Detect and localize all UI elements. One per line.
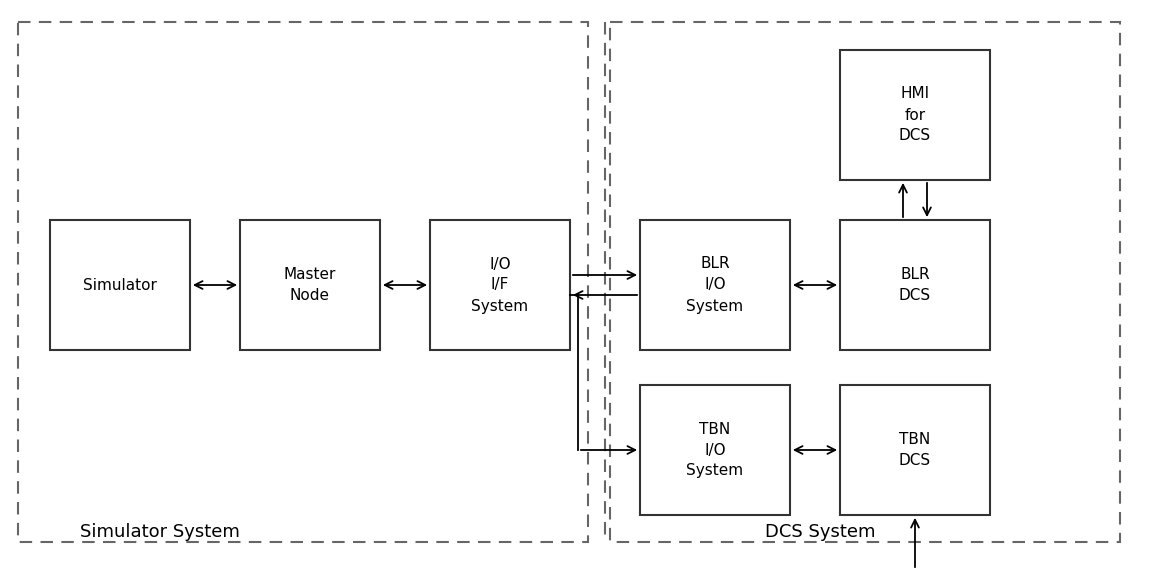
Bar [840, 220, 990, 350]
Bar [50, 220, 190, 350]
Bar [240, 220, 380, 350]
Bar [430, 220, 570, 350]
Bar [18, 22, 589, 542]
Text: TBN
DCS: TBN DCS [899, 432, 931, 468]
Text: Simulator: Simulator [83, 278, 157, 292]
Text: Master
Node: Master Node [284, 267, 336, 303]
Text: BLR
DCS: BLR DCS [899, 267, 931, 303]
Text: I/O
I/F
System: I/O I/F System [472, 257, 529, 313]
Bar [610, 22, 1121, 542]
Text: DCS System: DCS System [765, 523, 875, 541]
Text: TBN
I/O
System: TBN I/O System [687, 421, 743, 478]
Text: Simulator System: Simulator System [80, 523, 240, 541]
Text: BLR
I/O
System: BLR I/O System [687, 257, 743, 313]
Text: HMI
for
DCS: HMI for DCS [899, 86, 931, 143]
Bar [840, 385, 990, 515]
Bar [640, 220, 790, 350]
Bar [640, 385, 790, 515]
Bar [840, 50, 990, 180]
